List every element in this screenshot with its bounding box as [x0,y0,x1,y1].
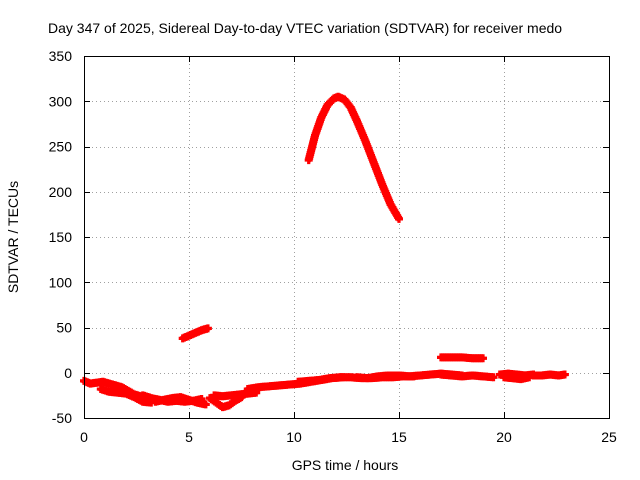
plot-frame [84,56,610,419]
y-axis-label: SDTVAR / TECUs [5,181,21,293]
x-tick-label: 15 [391,429,407,445]
series-arc-low-12 [500,373,534,384]
y-tick-label: 250 [49,139,73,155]
y-tick-label: 150 [49,229,73,245]
data-point [197,394,206,403]
y-tick-label: -50 [52,410,72,426]
data-point [252,388,261,397]
series-arc-low-6 [210,388,261,401]
ticks [84,56,610,419]
x-tick-label: 25 [601,429,617,445]
x-axis-label: GPS time / hours [292,457,399,473]
series-arc-low-13 [529,370,569,380]
data-point [560,370,569,379]
y-tick-label: 200 [49,184,73,200]
series-arc-short [178,324,212,343]
x-tick-labels: 0 5 10 15 20 25 [80,429,617,445]
data-point [479,354,487,363]
data-point [201,400,210,409]
data-point [395,214,403,223]
series-arc-mid [437,353,487,363]
y-tick-labels: -50 0 50 100 150 200 250 300 350 [49,48,73,426]
chart-title: Day 347 of 2025, Sidereal Day-to-day VTE… [48,20,562,36]
series-arc-low-2 [96,385,156,407]
x-tick-label: 5 [185,429,193,445]
series-arc-low-10 [437,370,498,382]
data-marks [80,92,569,412]
data-point [203,324,212,333]
y-tick-label: 300 [49,93,73,109]
data-point [525,373,534,382]
y-tick-label: 0 [64,365,72,381]
series-arc-low-4 [151,393,210,409]
x-tick-label: 0 [80,429,88,445]
series-arc-peak [304,92,403,223]
data-point [489,373,498,382]
y-tick-label: 100 [49,274,73,290]
y-tick-label: 350 [49,48,73,64]
y-tick-label: 50 [56,320,72,336]
grid [84,56,609,418]
data-point [147,398,156,407]
x-tick-label: 10 [286,429,302,445]
x-tick-label: 20 [496,429,512,445]
